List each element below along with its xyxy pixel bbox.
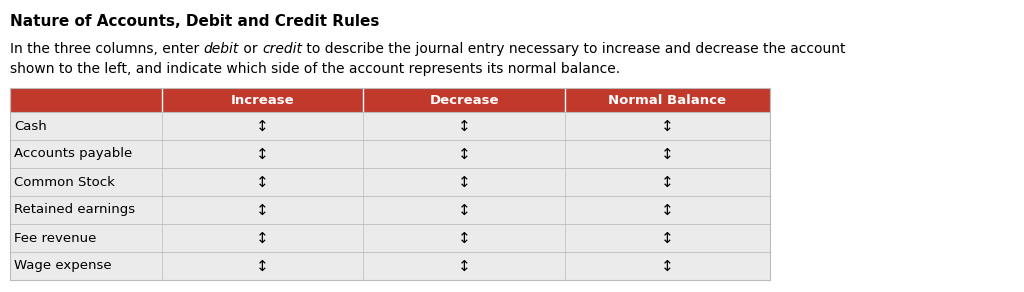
- Text: ↕: ↕: [458, 258, 470, 274]
- Text: Nature of Accounts, Debit and Credit Rules: Nature of Accounts, Debit and Credit Rul…: [10, 14, 379, 29]
- Bar: [10, 88, 770, 112]
- Text: Fee revenue: Fee revenue: [14, 232, 96, 244]
- Text: to describe the journal entry necessary to increase and decrease the account: to describe the journal entry necessary …: [302, 42, 846, 56]
- Text: ↕: ↕: [662, 175, 674, 190]
- Text: In the three columns, enter: In the three columns, enter: [10, 42, 204, 56]
- Text: ↕: ↕: [458, 202, 470, 218]
- Text: ↕: ↕: [662, 202, 674, 218]
- Bar: [10, 140, 770, 168]
- Text: Normal Balance: Normal Balance: [608, 93, 726, 107]
- Text: ↕: ↕: [256, 119, 269, 133]
- Bar: [10, 88, 770, 112]
- Text: ↕: ↕: [662, 119, 674, 133]
- Text: ↕: ↕: [256, 175, 269, 190]
- Bar: [10, 252, 770, 280]
- Text: ↕: ↕: [458, 119, 470, 133]
- Text: ↕: ↕: [662, 147, 674, 161]
- Text: ↕: ↕: [662, 258, 674, 274]
- Text: ↕: ↕: [256, 147, 269, 161]
- Bar: [10, 224, 770, 252]
- Text: debit: debit: [204, 42, 239, 56]
- Text: ↕: ↕: [256, 230, 269, 246]
- Text: ↕: ↕: [458, 175, 470, 190]
- Text: Accounts payable: Accounts payable: [14, 147, 132, 161]
- Text: ↕: ↕: [662, 230, 674, 246]
- Text: or: or: [239, 42, 262, 56]
- Text: shown to the left, and indicate which side of the account represents its normal : shown to the left, and indicate which si…: [10, 62, 621, 76]
- Bar: [10, 196, 770, 224]
- Text: Common Stock: Common Stock: [14, 175, 115, 189]
- Text: ↕: ↕: [458, 230, 470, 246]
- Text: Wage expense: Wage expense: [14, 260, 112, 272]
- Text: ↕: ↕: [256, 258, 269, 274]
- Text: ↕: ↕: [256, 202, 269, 218]
- Bar: [10, 112, 770, 140]
- Text: Retained earnings: Retained earnings: [14, 204, 135, 216]
- Text: credit: credit: [262, 42, 302, 56]
- Text: Increase: Increase: [230, 93, 295, 107]
- Text: Cash: Cash: [14, 119, 47, 133]
- Bar: [10, 168, 770, 196]
- Text: ↕: ↕: [458, 147, 470, 161]
- Text: Decrease: Decrease: [429, 93, 499, 107]
